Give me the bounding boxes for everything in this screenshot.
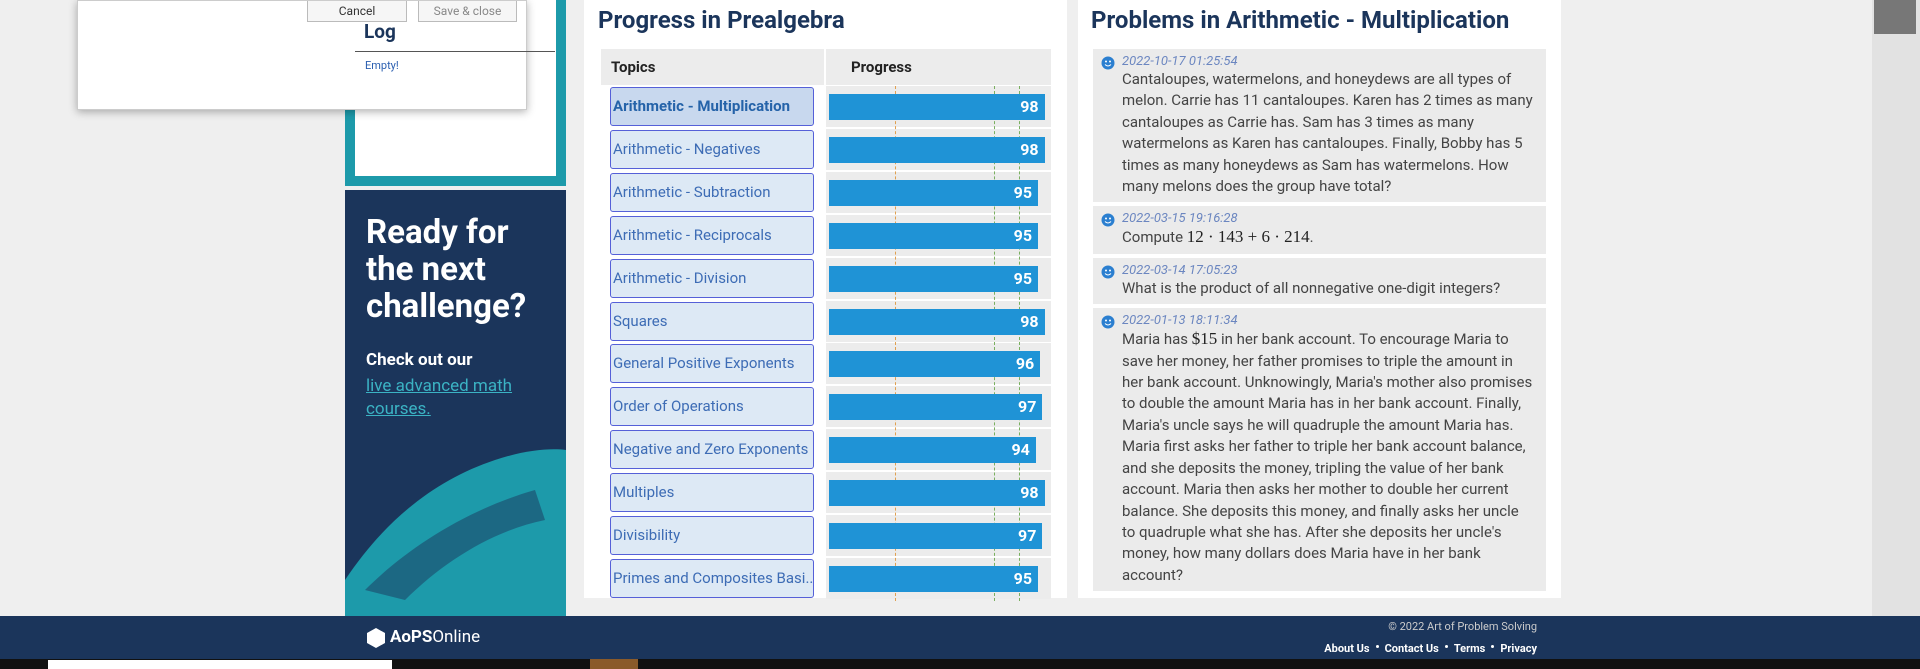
progress-bar: 98	[829, 94, 1045, 120]
promo-link[interactable]: live advanced math courses.	[366, 376, 513, 419]
search-box[interactable]	[48, 660, 392, 669]
topic-button[interactable]: Arithmetic - Negatives	[610, 129, 814, 169]
log-heading: Log	[364, 20, 396, 43]
progress-bar: 98	[829, 308, 1045, 335]
topic-button[interactable]: Squares	[610, 301, 814, 341]
problem: 2022-10-17 01:25:54 Cantaloupes, watermel…	[1093, 49, 1546, 203]
progress-bar: 95	[829, 222, 1038, 249]
problems-title: Problems in Arithmetic - Multiplication	[1091, 6, 1510, 34]
progress-bar: 94	[829, 437, 1036, 464]
footer-link[interactable]: Privacy	[1500, 642, 1537, 655]
progress-bar: 97	[829, 523, 1043, 549]
problem: 2022-03-14 17:05:23 What is the product o…	[1093, 257, 1546, 305]
column-header: Progress	[826, 49, 1051, 85]
progress-bar: 96	[829, 351, 1041, 378]
problem: 2022-03-15 19:16:28 Compute 12 · 143 + 6 …	[1093, 206, 1546, 254]
topic-button[interactable]: Negative and Zero Exponents	[610, 430, 814, 470]
footer-links: About Us Contact Us Terms Privacy	[1318, 637, 1537, 656]
logo-bold: AoPS	[390, 627, 433, 647]
side-rail	[1872, 0, 1920, 616]
topic-button[interactable]: Arithmetic - Reciprocals	[610, 215, 814, 255]
chat-button[interactable]	[1874, 0, 1916, 34]
taskbar-app[interactable]	[590, 659, 638, 669]
timestamp: 2022-01-13 18:11:34	[1122, 313, 1238, 329]
progress-bar: 95	[829, 565, 1038, 592]
separator-dot	[1491, 645, 1495, 649]
timestamp: 2022-03-15 19:16:28	[1122, 211, 1238, 227]
smiley-icon	[1101, 56, 1115, 70]
globe	[345, 449, 566, 616]
topic-button[interactable]: Arithmetic - Subtraction	[610, 172, 814, 212]
promo-heading: Ready for the next challenge?	[366, 213, 527, 326]
guide-line	[895, 86, 896, 601]
guide-line	[994, 86, 995, 601]
footer: AoPSOnline © 2022 Art of Problem Solving…	[0, 616, 1920, 659]
progress-title: Progress in Prealgebra	[598, 6, 845, 34]
topic-button[interactable]: Arithmetic - Division	[610, 258, 814, 298]
math: $15	[1191, 329, 1218, 349]
progress-bar: 98	[829, 480, 1045, 507]
problem-text: Compute 12 · 143 + 6 · 214.	[1122, 226, 1534, 248]
progress-bar: 95	[829, 265, 1038, 292]
problem-text: What is the product of all nonnegative o…	[1122, 278, 1534, 299]
logo[interactable]: AoPSOnline	[390, 627, 480, 647]
promo-text: Check out our	[366, 350, 473, 370]
problem-text: Cantaloupes, watermelons, and honeydews …	[1122, 69, 1534, 197]
smiley-icon	[1101, 265, 1115, 279]
timestamp: 2022-03-14 17:05:23	[1122, 262, 1238, 278]
guide-line	[1019, 86, 1020, 601]
progress-bar: 98	[829, 136, 1045, 163]
promo: Ready for the next challenge? Check out …	[345, 190, 566, 616]
logo-text: Online	[432, 627, 481, 647]
smiley-icon	[1101, 315, 1115, 329]
footer-link[interactable]: About Us	[1324, 642, 1370, 655]
log-empty: Empty!	[365, 59, 399, 72]
text: in her bank account. To encourage Maria …	[1122, 330, 1533, 584]
math: 12 · 143 + 6 · 214	[1186, 227, 1310, 247]
text: Maria has	[1122, 330, 1192, 349]
separator-dot	[1444, 645, 1448, 649]
problem: 2022-01-13 18:11:34 Maria has $15 in her …	[1093, 308, 1546, 592]
progress-bar: 95	[829, 179, 1038, 206]
topic-button[interactable]: Primes and Composites Basi...	[610, 558, 814, 598]
topic-button[interactable]: Multiples	[610, 473, 814, 513]
footer-link[interactable]: Terms	[1453, 642, 1486, 655]
text: .	[1309, 228, 1314, 247]
footer-link[interactable]: Contact Us	[1384, 642, 1439, 655]
smiley-icon	[1101, 213, 1115, 227]
cancel-button[interactable]: Cancel	[307, 1, 407, 22]
text: Cantaloupes, watermelons, and honeydews …	[1122, 70, 1533, 196]
topic-button[interactable]: General Positive Exponents	[610, 344, 814, 384]
text: What is the product of all nonnegative o…	[1122, 278, 1501, 297]
copyright: © 2022 Art of Problem Solving	[1388, 620, 1537, 633]
divider	[355, 51, 555, 52]
progress-bar: 97	[829, 394, 1043, 421]
problems-panel: Problems in Arithmetic - Multiplication …	[1078, 0, 1561, 598]
timestamp: 2022-10-17 01:25:54	[1122, 54, 1238, 69]
topic-button[interactable]: Divisibility	[610, 516, 814, 555]
save-button[interactable]: Save & close	[418, 1, 517, 22]
text: Compute	[1122, 228, 1187, 247]
topic-button[interactable]: Order of Operations	[610, 387, 814, 427]
dialog: Cancel Save & close	[77, 0, 527, 110]
problem-text: Maria has $15 in her bank account. To en…	[1122, 328, 1534, 586]
separator-dot	[1375, 645, 1379, 649]
logo-icon	[367, 628, 385, 648]
topic-button[interactable]: Arithmetic - Multiplication	[610, 87, 814, 126]
column-header: Topics	[601, 49, 824, 85]
taskbar	[0, 659, 1920, 669]
